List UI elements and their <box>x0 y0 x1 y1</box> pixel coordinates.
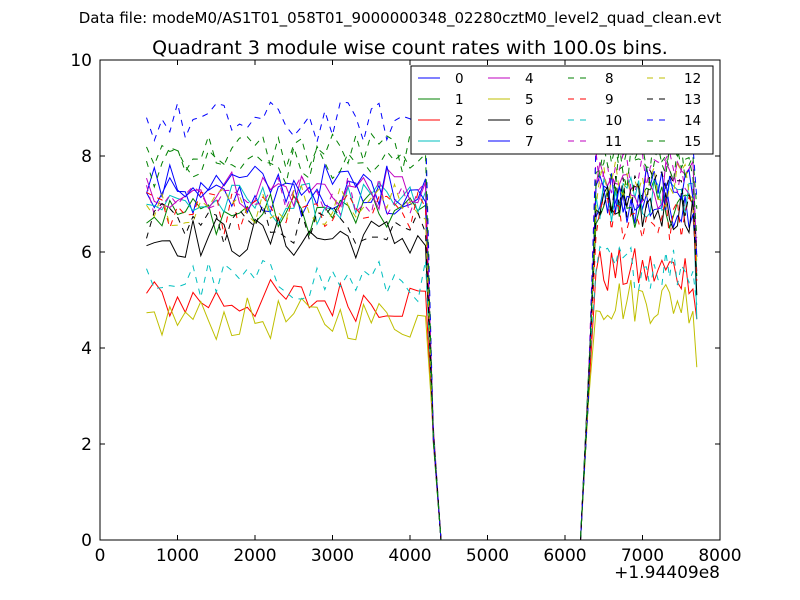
legend-label-7: 7 <box>525 134 534 150</box>
series-line-12 <box>146 161 698 541</box>
legend-label-5: 5 <box>525 92 534 108</box>
legend-label-0: 0 <box>455 71 464 87</box>
y-tick-label: 4 <box>81 339 92 359</box>
x-tick-label: 7000 <box>621 546 664 566</box>
x-tick-label: 0 <box>95 546 106 566</box>
legend-label-6: 6 <box>525 113 534 129</box>
y-tick-label: 10 <box>70 51 92 71</box>
suptitle: Data file: modeM0/AS1T01_058T01_90000003… <box>79 9 722 28</box>
legend-label-8: 8 <box>605 71 614 87</box>
x-tick-label: 3000 <box>311 546 354 566</box>
legend-label-11: 11 <box>605 134 622 150</box>
legend-box <box>410 65 714 155</box>
plot-area: 0 1000 2000 3000 4000 5000 6000 7000 80000246810… <box>70 51 741 583</box>
y-tick-label: 2 <box>81 435 92 455</box>
x-tick-label: 2000 <box>233 546 276 566</box>
legend-label-9: 9 <box>605 92 614 108</box>
x-tick-label: 5000 <box>466 546 509 566</box>
y-tick-label: 6 <box>81 243 92 263</box>
legend-label-13: 13 <box>684 92 701 108</box>
x-tick-label: 8000 <box>698 546 741 566</box>
legend-label-14: 14 <box>684 113 701 129</box>
x-offset-label: +1.94409e8 <box>614 563 720 583</box>
x-tick-label: 1000 <box>156 546 199 566</box>
y-tick-label: 8 <box>81 147 92 167</box>
legend-label-3: 3 <box>455 134 464 150</box>
x-tick-label: 6000 <box>543 546 586 566</box>
legend-label-10: 10 <box>605 113 622 129</box>
legend-label-12: 12 <box>684 71 701 87</box>
legend-label-2: 2 <box>455 113 464 129</box>
legend-label-4: 4 <box>525 71 534 87</box>
legend-label-15: 15 <box>684 134 701 150</box>
legend-label-1: 1 <box>455 92 464 108</box>
x-tick-label: 4000 <box>388 546 431 566</box>
chart-title: Quadrant 3 module wise count rates with … <box>152 37 668 59</box>
y-tick-label: 0 <box>81 531 92 551</box>
